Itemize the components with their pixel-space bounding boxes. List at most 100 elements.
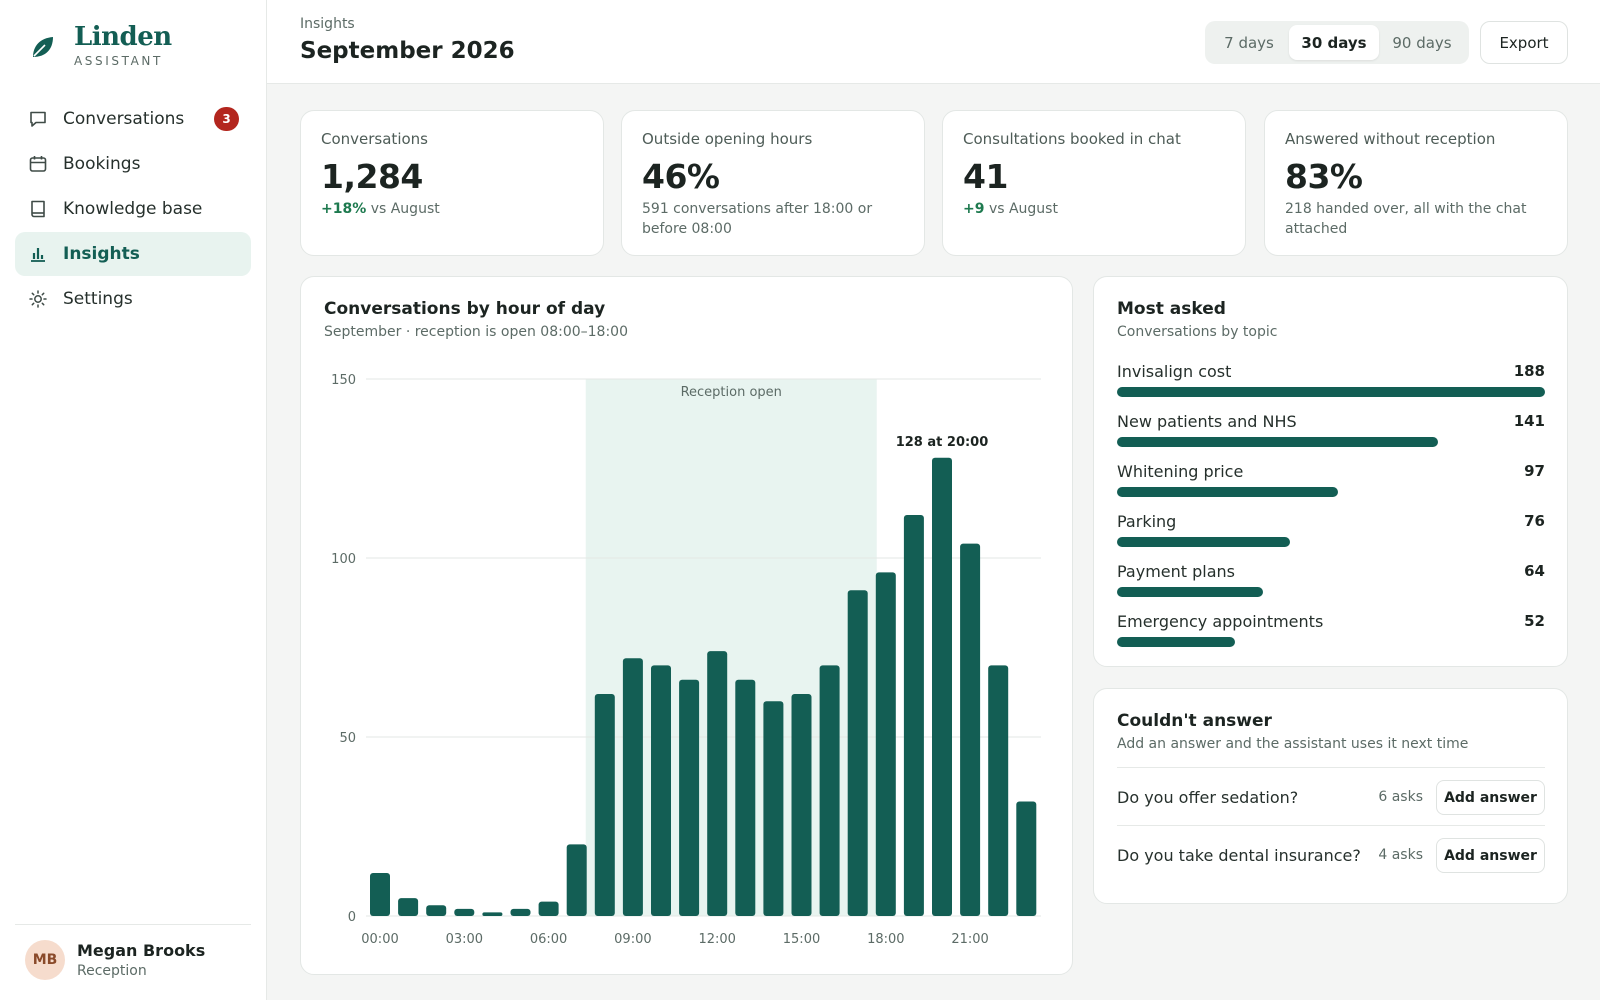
bar-08:00 (594, 694, 615, 916)
add-answer-button[interactable]: Add answer (1436, 780, 1545, 815)
kpi-note: +18% vs August (321, 199, 583, 219)
bar-03:00 (454, 908, 475, 916)
user-role: Reception (77, 963, 147, 979)
hourly-chart-card: Conversations by hour of day September ·… (300, 276, 1073, 975)
bar-00:00 (370, 873, 390, 916)
user-name: Megan Brooks (77, 941, 206, 960)
topic-row[interactable]: New patients and NHS 141 (1117, 412, 1545, 450)
bar-15:00 (791, 694, 812, 916)
breadcrumb[interactable]: Insights (300, 16, 355, 32)
kpi-delta: +18% (321, 201, 367, 217)
sidebar-item-label: Conversations (63, 109, 185, 129)
sidebar-item-label: Insights (63, 244, 140, 264)
export-button[interactable]: Export (1480, 21, 1568, 64)
kpi-comparison: vs August (988, 201, 1058, 217)
page-title: September 2026 (300, 38, 515, 64)
bar-21:00 (960, 543, 981, 916)
bar-20:00 (932, 457, 952, 916)
ask-count: 6 asks (1378, 789, 1423, 805)
x-tick-label: 03:00 (446, 932, 483, 947)
sidebar-item-settings[interactable]: Settings (15, 277, 251, 321)
range-90-days-button[interactable]: 90 days (1392, 33, 1452, 52)
kpi-label: Outside opening hours (642, 130, 813, 148)
unread-badge: 3 (214, 107, 239, 131)
topic-count: 64 (1524, 562, 1545, 580)
unanswered-question-row: Do you offer sedation? 6 asks Add answer (1117, 767, 1545, 825)
kpi-label: Answered without reception (1285, 130, 1496, 148)
topic-bar (1117, 487, 1338, 497)
bar-19:00 (903, 515, 924, 916)
sidebar-item-label: Bookings (63, 154, 141, 174)
bar-06:00 (538, 901, 559, 916)
x-tick-label: 18:00 (867, 932, 904, 947)
topic-count: 76 (1524, 512, 1545, 530)
topic-row[interactable]: Invisalign cost 188 (1117, 362, 1545, 400)
page-header: Insights September 2026 7 days 30 days 9… (267, 0, 1600, 84)
y-tick-label: 150 (331, 373, 356, 388)
unanswered-subtitle: Add an answer and the assistant uses it … (1117, 736, 1469, 752)
kpi-note: 218 handed over, all with the chat attac… (1285, 201, 1527, 237)
bar-09:00 (622, 658, 643, 916)
bar-10:00 (651, 665, 671, 916)
topic-name: New patients and NHS (1117, 412, 1297, 431)
bar-05:00 (510, 908, 531, 916)
topic-row[interactable]: Parking 76 (1117, 512, 1545, 550)
bar-02:00 (426, 905, 447, 916)
bar-chart-icon (28, 244, 48, 264)
kpi-value: 83% (1285, 157, 1363, 196)
user-profile[interactable]: MB Megan Brooks Reception (15, 924, 251, 980)
kpi-note: +9 vs August (963, 199, 1225, 219)
kpi-card-outside-hours: Outside opening hours 46% 591 conversati… (621, 110, 925, 256)
topic-count: 141 (1513, 412, 1545, 430)
bar-14:00 (763, 701, 784, 916)
topic-name: Emergency appointments (1117, 612, 1324, 631)
topic-bar (1117, 437, 1438, 447)
topic-row[interactable]: Emergency appointments 52 (1117, 612, 1545, 650)
add-answer-button[interactable]: Add answer (1436, 838, 1545, 873)
x-tick-label: 00:00 (361, 932, 398, 947)
sidebar-item-label: Settings (63, 289, 133, 309)
question-text: Do you take dental insurance? (1117, 846, 1361, 865)
sidebar-item-knowledge-base[interactable]: Knowledge base (15, 187, 251, 231)
bar-11:00 (679, 679, 700, 916)
bar-16:00 (819, 665, 840, 916)
bar-12:00 (707, 651, 728, 916)
leaf-icon (33, 37, 53, 57)
bar-13:00 (735, 679, 756, 916)
most-asked-subtitle: Conversations by topic (1117, 324, 1278, 340)
brand-subtitle: ASSISTANT (74, 54, 163, 68)
bar-22:00 (988, 665, 1009, 916)
brand-logo[interactable]: Linden ASSISTANT (30, 22, 172, 68)
avatar: MB (25, 940, 65, 980)
kpi-card-conversations: Conversations 1,284 +18% vs August (300, 110, 604, 256)
range-30-days-button[interactable]: 30 days (1289, 25, 1379, 60)
bar-18:00 (875, 572, 896, 916)
kpi-comparison: vs August (370, 201, 440, 217)
sidebar-item-insights[interactable]: Insights (15, 232, 251, 276)
topic-row[interactable]: Whitening price 97 (1117, 462, 1545, 500)
sidebar-item-bookings[interactable]: Bookings (15, 142, 251, 186)
x-tick-label: 21:00 (951, 932, 988, 947)
topic-name: Parking (1117, 512, 1177, 531)
chat-bubble-icon (28, 109, 48, 129)
most-asked-card: Most asked Conversations by topic Invisa… (1093, 276, 1568, 667)
topic-row[interactable]: Payment plans 64 (1117, 562, 1545, 600)
kpi-value: 41 (963, 157, 1008, 196)
kpi-note: 591 conversations after 18:00 or before … (642, 201, 873, 237)
y-tick-label: 50 (339, 731, 356, 746)
y-tick-label: 100 (331, 552, 356, 567)
bar-07:00 (566, 844, 587, 916)
x-tick-label: 09:00 (614, 932, 651, 947)
kpi-card-consultations: Consultations booked in chat 41 +9 vs Au… (942, 110, 1246, 256)
x-tick-label: 06:00 (530, 932, 567, 947)
sidebar-item-conversations[interactable]: Conversations 3 (15, 97, 251, 141)
ask-count: 4 asks (1378, 847, 1423, 863)
sidebar-item-label: Knowledge base (63, 199, 203, 219)
topic-name: Whitening price (1117, 462, 1244, 481)
topic-count: 97 (1524, 462, 1545, 480)
bar-23:00 (1016, 801, 1037, 916)
range-7-days-button[interactable]: 7 days (1224, 33, 1274, 52)
brand-name: Linden (74, 22, 172, 52)
kpi-label: Consultations booked in chat (963, 130, 1181, 148)
topic-name: Payment plans (1117, 562, 1236, 581)
